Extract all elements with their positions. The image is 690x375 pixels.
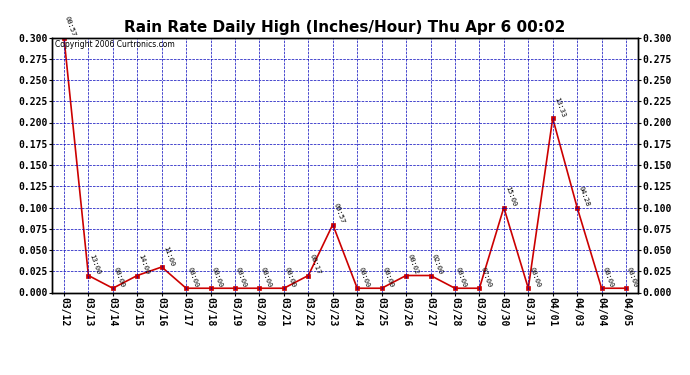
Text: 09:57: 09:57 <box>333 202 346 225</box>
Text: 00:00: 00:00 <box>357 266 370 288</box>
Text: 00:00: 00:00 <box>602 266 615 288</box>
Text: 00:02: 00:02 <box>406 254 419 276</box>
Text: 02:00: 02:00 <box>431 254 444 276</box>
Text: 00:00: 00:00 <box>186 266 199 288</box>
Text: 14:00: 14:00 <box>137 254 150 276</box>
Text: 00:57: 00:57 <box>64 15 77 38</box>
Title: Rain Rate Daily High (Inches/Hour) Thu Apr 6 00:02: Rain Rate Daily High (Inches/Hour) Thu A… <box>124 20 566 35</box>
Text: Copyright 2006 Curtronics.com: Copyright 2006 Curtronics.com <box>55 40 175 49</box>
Text: 00:00: 00:00 <box>529 266 541 288</box>
Text: 13:00: 13:00 <box>88 254 101 276</box>
Text: 11:00: 11:00 <box>161 245 175 267</box>
Text: 13:33: 13:33 <box>553 96 566 118</box>
Text: 00:00: 00:00 <box>259 266 273 288</box>
Text: 15:00: 15:00 <box>504 186 517 207</box>
Text: 04:28: 04:28 <box>577 186 590 207</box>
Text: 00:00: 00:00 <box>113 266 126 288</box>
Text: 00:00: 00:00 <box>626 266 639 288</box>
Text: 00:00: 00:00 <box>455 266 468 288</box>
Text: 00:17: 00:17 <box>308 254 322 276</box>
Text: 00:00: 00:00 <box>284 266 297 288</box>
Text: 00:00: 00:00 <box>382 266 395 288</box>
Text: 07:00: 07:00 <box>480 266 492 288</box>
Text: 00:00: 00:00 <box>210 266 224 288</box>
Text: 00:00: 00:00 <box>235 266 248 288</box>
